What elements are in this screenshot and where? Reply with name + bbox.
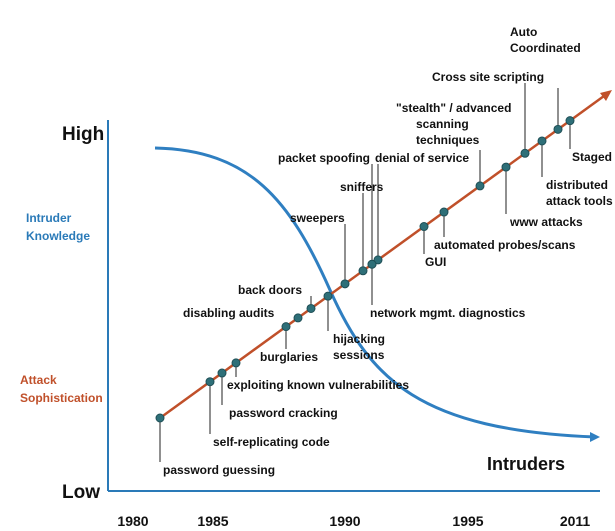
attack-label: scanning [416,117,469,131]
milestone-dot [501,162,511,172]
attack-label: Cross site scripting [432,70,544,84]
milestone-dot [205,377,215,387]
attack-label: sessions [333,348,385,362]
attack-label: distributed [546,178,608,192]
milestone-dot [323,291,333,301]
attack-label: sniffers [340,180,384,194]
low-label: Low [62,482,100,503]
side-label: Attack [20,373,57,387]
years: 1980 1985 1990 1995 2011 [117,513,590,529]
high-label: High [62,124,104,145]
attack-label: back doors [238,283,302,297]
attack-label: hijacking [333,332,385,346]
attack-label: password cracking [229,406,338,420]
attack-label: exploiting known vulnerabilities [227,378,409,392]
milestone-dot [217,368,227,378]
side-label: Intruder [26,211,72,225]
attack-label: automated probes/scans [434,238,576,252]
side-labels: Intruder Knowledge Attack Sophistication [20,211,103,405]
attack-label: password guessing [163,463,275,477]
attack-label: Staged [572,150,612,164]
attack-label: Auto [510,25,537,39]
attack-label: self-replicating code [213,435,330,449]
milestone-dot [520,148,530,158]
milestone-dot [155,413,165,423]
attack-label: www attacks [509,215,583,229]
milestone-dot [439,207,449,217]
milestone-dot [475,181,485,191]
milestone-dot [373,255,383,265]
milestone-dot [293,313,303,323]
attack-label: "stealth" / advanced [396,101,511,115]
year-label: 1985 [197,513,228,529]
attack-label: attack tools [546,194,613,208]
milestone-dot [367,259,377,269]
attack-label: disabling audits [183,306,275,320]
attack-label: burglaries [260,350,318,364]
milestone-dot [281,322,291,332]
side-label: Sophistication [20,391,103,405]
milestone-dot [537,136,547,146]
year-label: 1995 [452,513,483,529]
attack-label: sweepers [290,211,345,225]
milestone-dot [419,222,429,232]
milestone-dot [565,116,575,126]
year-label: 2011 [560,513,591,529]
attack-label: network mgmt. diagnostics [370,306,526,320]
attack-label: denial of service [375,151,469,165]
attack-label: techniques [416,133,480,147]
year-label: 1980 [117,513,148,529]
arrow [600,90,612,101]
year-label: 1990 [329,513,360,529]
milestone-dot [306,303,316,313]
attacks: password guessing self-replicating code pa… [155,25,613,477]
attack-label: packet spoofing [278,151,370,165]
knowledge-curve [154,146,596,439]
side-label: Knowledge [26,229,90,243]
attack-label: Coordinated [510,41,581,55]
milestone-dot [340,279,350,289]
attack-label: GUI [425,255,446,269]
intruders-label: Intruders [487,454,565,474]
milestone-dot [358,266,368,276]
milestone-dot [231,358,241,368]
arrow [590,432,600,442]
milestone-dot [553,124,563,134]
